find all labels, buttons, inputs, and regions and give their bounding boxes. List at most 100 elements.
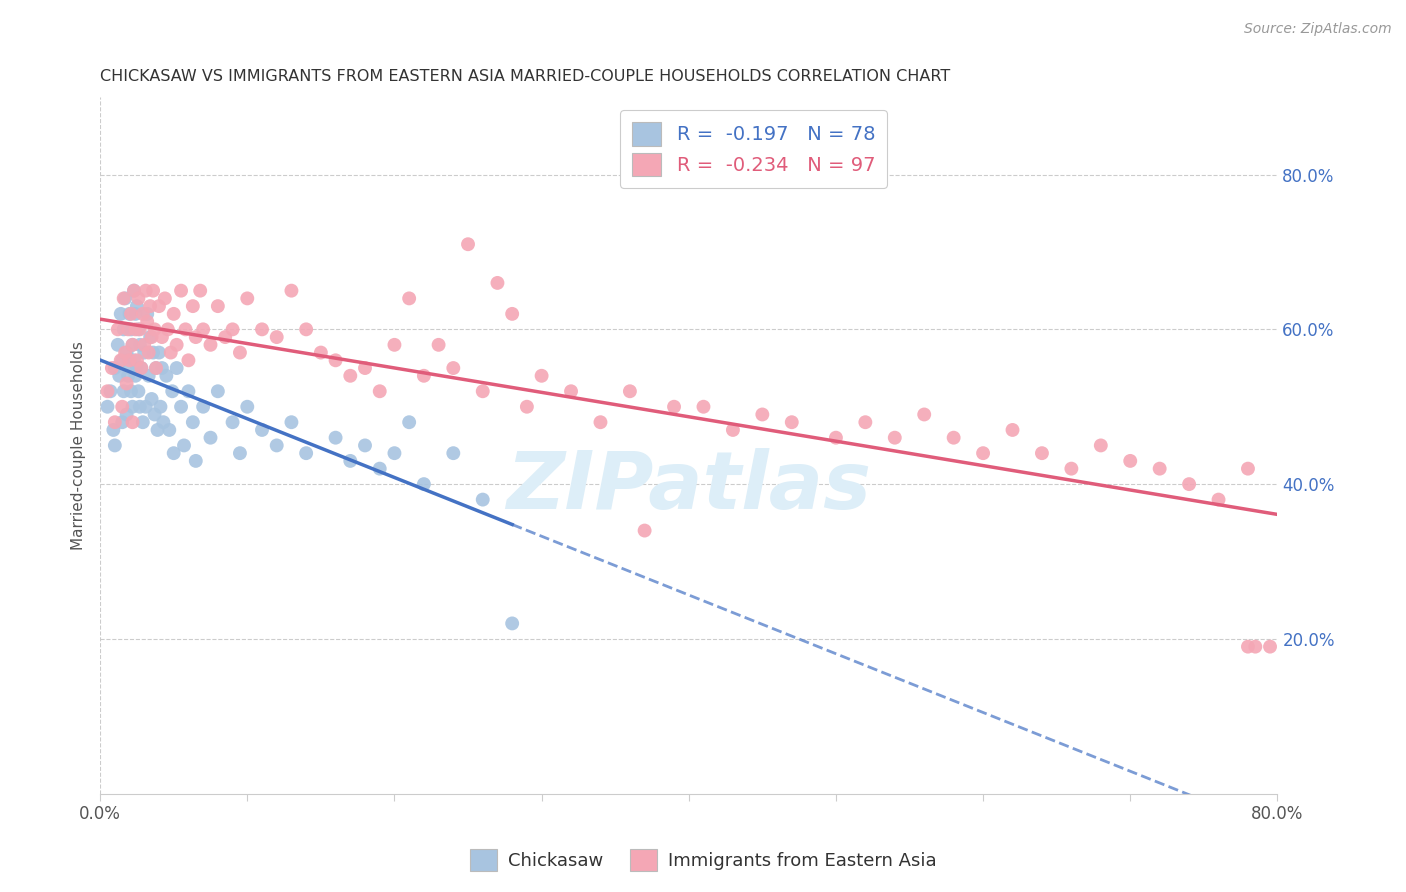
- Point: [188, 284, 211, 298]
- Point: [121, 415, 143, 429]
- Point: [221, 322, 243, 336]
- Point: [309, 345, 332, 359]
- Point: [368, 384, 391, 399]
- Point: [236, 292, 259, 306]
- Point: [124, 307, 146, 321]
- Point: [427, 338, 450, 352]
- Point: [412, 368, 434, 383]
- Point: [1258, 640, 1281, 654]
- Point: [619, 384, 641, 399]
- Point: [266, 330, 288, 344]
- Point: [207, 384, 229, 399]
- Point: [143, 322, 166, 336]
- Point: [1090, 438, 1112, 452]
- Point: [146, 423, 169, 437]
- Point: [883, 431, 905, 445]
- Point: [127, 322, 149, 336]
- Point: [155, 368, 177, 383]
- Point: [153, 292, 176, 306]
- Point: [115, 408, 138, 422]
- Point: [398, 415, 420, 429]
- Point: [145, 361, 167, 376]
- Point: [111, 400, 134, 414]
- Point: [156, 322, 179, 336]
- Point: [157, 423, 180, 437]
- Point: [111, 415, 134, 429]
- Point: [136, 307, 159, 321]
- Point: [354, 438, 377, 452]
- Point: [236, 400, 259, 414]
- Point: [124, 368, 146, 383]
- Point: [139, 330, 162, 344]
- Point: [280, 415, 302, 429]
- Point: [135, 284, 157, 298]
- Point: [516, 400, 538, 414]
- Point: [692, 400, 714, 414]
- Point: [229, 345, 252, 359]
- Point: [1031, 446, 1053, 460]
- Point: [159, 345, 181, 359]
- Point: [560, 384, 582, 399]
- Point: [412, 477, 434, 491]
- Point: [110, 307, 132, 321]
- Point: [122, 284, 145, 298]
- Point: [115, 345, 138, 359]
- Point: [633, 524, 655, 538]
- Point: [170, 284, 193, 298]
- Point: [181, 415, 204, 429]
- Point: [1119, 454, 1142, 468]
- Text: Source: ZipAtlas.com: Source: ZipAtlas.com: [1244, 22, 1392, 37]
- Text: ZIPatlas: ZIPatlas: [506, 448, 872, 526]
- Point: [118, 307, 141, 321]
- Point: [780, 415, 803, 429]
- Point: [486, 276, 509, 290]
- Point: [177, 384, 200, 399]
- Point: [138, 345, 160, 359]
- Point: [162, 384, 184, 399]
- Legend: Chickasaw, Immigrants from Eastern Asia: Chickasaw, Immigrants from Eastern Asia: [463, 842, 943, 879]
- Point: [142, 284, 165, 298]
- Point: [128, 322, 150, 336]
- Point: [121, 400, 143, 414]
- Point: [354, 361, 377, 376]
- Point: [136, 315, 159, 329]
- Point: [149, 400, 172, 414]
- Point: [101, 361, 124, 376]
- Point: [972, 446, 994, 460]
- Point: [96, 400, 118, 414]
- Point: [121, 338, 143, 352]
- Point: [128, 400, 150, 414]
- Point: [184, 330, 207, 344]
- Point: [457, 237, 479, 252]
- Point: [200, 338, 222, 352]
- Point: [912, 408, 935, 422]
- Point: [1208, 492, 1230, 507]
- Point: [107, 322, 129, 336]
- Point: [221, 415, 243, 429]
- Point: [191, 322, 214, 336]
- Point: [125, 361, 148, 376]
- Point: [152, 415, 174, 429]
- Point: [134, 345, 156, 359]
- Point: [112, 384, 135, 399]
- Point: [398, 292, 420, 306]
- Point: [104, 361, 127, 376]
- Point: [127, 292, 149, 306]
- Point: [1237, 640, 1260, 654]
- Point: [1149, 461, 1171, 475]
- Point: [120, 384, 142, 399]
- Point: [122, 353, 145, 368]
- Point: [166, 361, 188, 376]
- Point: [1178, 477, 1201, 491]
- Point: [280, 284, 302, 298]
- Point: [131, 361, 153, 376]
- Point: [148, 345, 170, 359]
- Point: [214, 330, 236, 344]
- Text: CHICKASAW VS IMMIGRANTS FROM EASTERN ASIA MARRIED-COUPLE HOUSEHOLDS CORRELATION : CHICKASAW VS IMMIGRANTS FROM EASTERN ASI…: [100, 69, 950, 84]
- Point: [148, 299, 170, 313]
- Point: [177, 353, 200, 368]
- Point: [96, 384, 118, 399]
- Point: [295, 322, 318, 336]
- Point: [250, 423, 273, 437]
- Point: [853, 415, 876, 429]
